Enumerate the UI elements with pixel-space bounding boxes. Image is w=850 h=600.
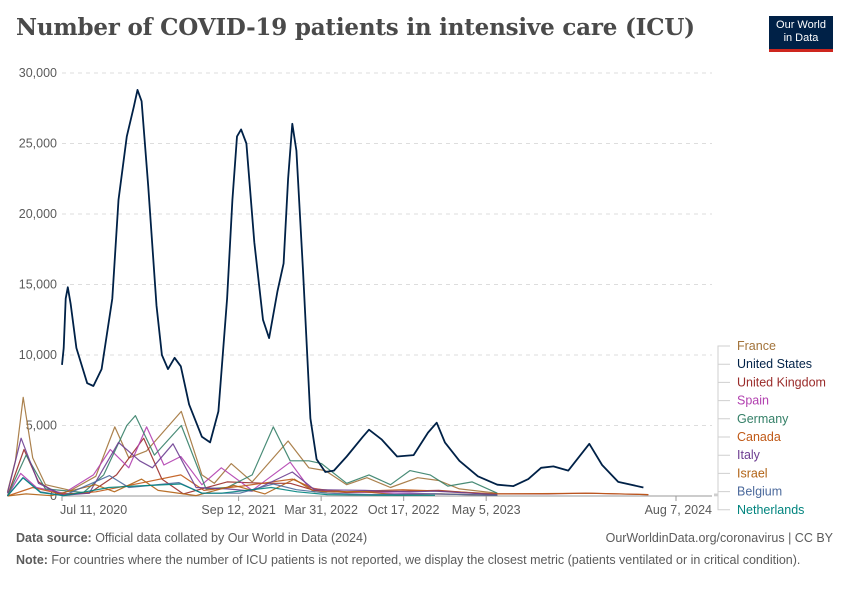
series-line-france — [6, 396, 498, 494]
logo-line-1: Our World — [776, 19, 826, 31]
legend-connector — [714, 345, 730, 495]
legend-label-germany: Germany — [737, 412, 789, 426]
legend-connector — [714, 381, 730, 495]
y-tick-label: 20,000 — [19, 207, 57, 221]
legend-label-spain: Spain — [737, 394, 769, 408]
owid-logo[interactable]: Our World in Data — [769, 16, 833, 52]
series-line-italy — [6, 437, 498, 496]
legend-label-belgium: Belgium — [737, 485, 782, 499]
legend-connector — [714, 454, 730, 496]
series-line-germany — [6, 415, 498, 497]
chart-note: Note: For countries where the number of … — [16, 553, 806, 568]
y-tick-label: 25,000 — [19, 137, 57, 151]
y-axis: 0 5,000 10,000 15,000 20,000 25,000 30,000 — [19, 66, 57, 503]
legend-connector — [714, 418, 730, 496]
legend-connector — [714, 495, 730, 511]
legend-connector — [714, 436, 730, 496]
x-tick-label: Sep 12, 2021 — [201, 503, 275, 517]
series-line-israel — [7, 478, 498, 497]
series-line-netherlands — [7, 477, 436, 497]
legend-label-united-states: United States — [737, 357, 812, 371]
logo-line-2: in Data — [783, 32, 819, 44]
grid-lines — [62, 72, 712, 426]
legend-label-netherlands: Netherlands — [737, 503, 804, 517]
y-tick-label: 10,000 — [19, 348, 57, 362]
x-tick-label: Oct 17, 2022 — [368, 503, 440, 517]
series-lines — [6, 89, 649, 497]
x-tick-label: Mar 31, 2022 — [284, 503, 358, 517]
series-line-united-states — [61, 89, 644, 489]
chart-title: Number of COVID-19 patients in intensive… — [16, 14, 695, 41]
footer-link[interactable]: OurWorldinData.org/coronavirus | CC BY — [605, 531, 833, 545]
line-chart: 0 5,000 10,000 15,000 20,000 25,000 30,000 Jul… — [6, 66, 826, 517]
x-tick-label: Jul 11, 2020 — [60, 503, 127, 517]
note-text: For countries where the number of ICU pa… — [47, 553, 801, 567]
x-tick-label: May 5, 2023 — [452, 503, 521, 517]
y-tick-label: 5,000 — [26, 419, 57, 433]
note-label: Note: — [16, 553, 48, 567]
data-source-text: Official data collated by Our World in D… — [91, 531, 368, 545]
legend: France United States United Kingdom Spain Ge… — [714, 339, 826, 517]
legend-label-israel: Israel — [737, 466, 768, 480]
legend-connector — [714, 400, 730, 496]
x-tick-label: Aug 7, 2024 — [645, 503, 712, 517]
y-tick-label: 15,000 — [19, 278, 57, 292]
y-tick-label: 30,000 — [19, 66, 57, 80]
data-source: Data source: Official data collated by O… — [16, 531, 367, 545]
data-source-label: Data source: — [16, 531, 92, 545]
legend-label-united-kingdom: United Kingdom — [737, 375, 826, 389]
series-line-spain — [6, 426, 498, 497]
y-tick-label: 0 — [50, 489, 57, 503]
x-axis: Jul 11, 2020 Sep 12, 2021 Mar 31, 2022 Oct … — [60, 495, 712, 517]
legend-connector — [714, 363, 730, 495]
legend-label-france: France — [737, 339, 776, 353]
legend-label-italy: Italy — [737, 448, 761, 462]
legend-label-canada: Canada — [737, 430, 781, 444]
